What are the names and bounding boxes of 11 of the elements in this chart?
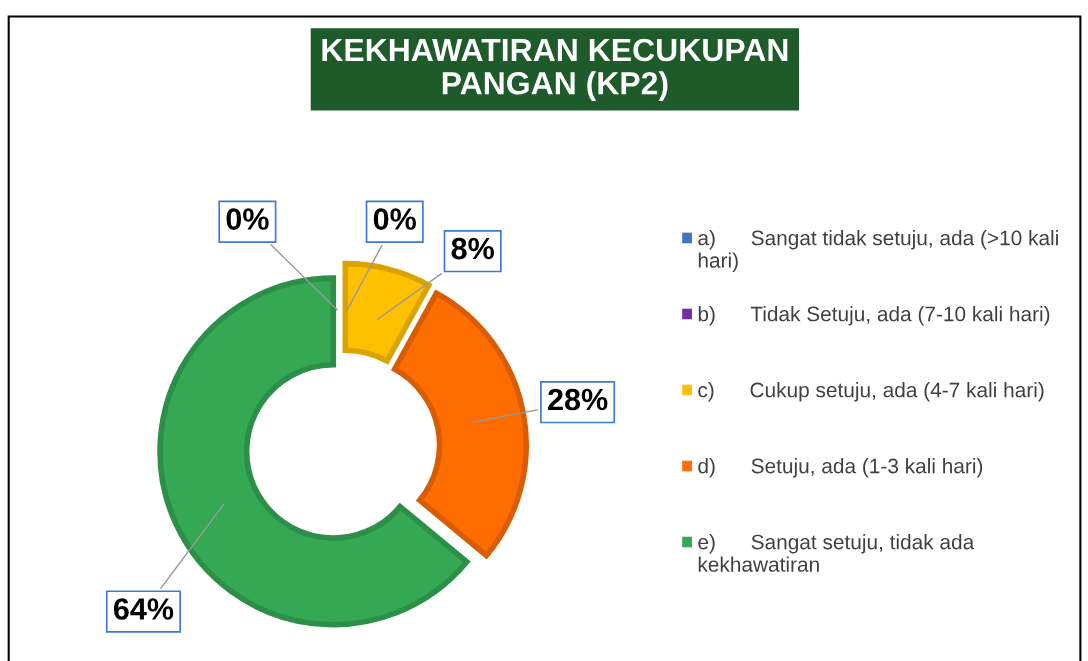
legend-label: e) Sangat setuju, tidak ada kekhawatiran (698, 534, 975, 572)
text: 0% (226, 208, 269, 230)
legend-label: c) Cukup setuju, ada (4-7 kali hari) (698, 382, 1044, 402)
legend-label: b) Tidak Setuju, ada (7-10 kali hari) (698, 306, 1050, 326)
legend-label: d) Setuju, ada (1-3 kali hari) (698, 458, 983, 478)
data-label: 8% (451, 237, 494, 260)
data-label: 64% (113, 598, 174, 620)
chart-title: KEKHAWATIRAN KECUKUPAN PANGAN (KP2) (322, 38, 788, 101)
data-label: 28% (548, 388, 608, 411)
legend-label: a) Sangat tidak setuju, ada (>10 kali hari) (698, 230, 1058, 272)
text: 0% (373, 208, 416, 230)
